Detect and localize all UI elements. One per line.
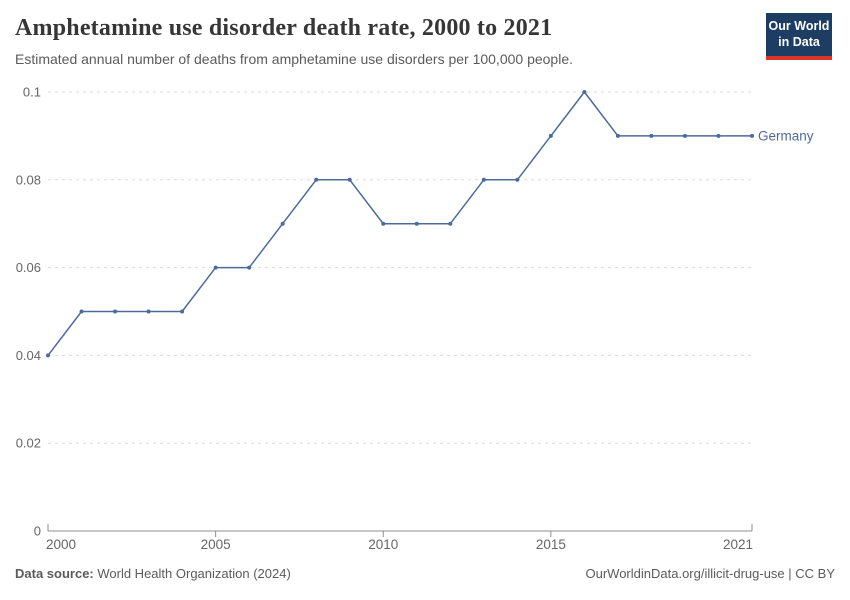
x-axis-tick-label: 2010 [368,537,398,552]
x-axis-tick-label: 2015 [536,537,566,552]
data-point-germany-2009[interactable] [347,177,352,182]
data-point-germany-2013[interactable] [481,177,486,182]
chart-header: Amphetamine use disorder death rate, 200… [15,13,835,68]
data-source-label: Data source: [15,566,94,581]
data-point-germany-2016[interactable] [582,90,587,94]
x-axis-tick-label: 2005 [201,537,231,552]
y-axis-tick-label: 0.04 [16,348,41,363]
data-point-germany-2007[interactable] [280,221,285,226]
y-axis-tick-label: 0 [34,524,41,539]
data-point-germany-2021[interactable] [750,133,754,138]
data-point-germany-2002[interactable] [113,309,118,314]
data-point-germany-2020[interactable] [716,133,721,138]
data-point-germany-2015[interactable] [548,133,553,138]
data-point-germany-2008[interactable] [314,177,319,182]
data-point-germany-2003[interactable] [146,309,151,314]
owid-logo[interactable]: Our World in Data [766,13,832,60]
data-point-germany-2014[interactable] [515,177,520,182]
data-point-germany-2010[interactable] [381,221,386,226]
data-point-germany-2017[interactable] [615,133,620,138]
data-point-germany-2006[interactable] [247,265,252,270]
owid-logo-line2: in Data [778,35,820,50]
owid-logo-line1: Our World [768,19,830,33]
credit-link[interactable]: OurWorldinData.org/illicit-drug-use | CC… [585,566,836,581]
data-point-germany-2004[interactable] [180,309,185,314]
y-axis-tick-label: 0.1 [23,85,41,100]
line-series-germany[interactable] [47,91,752,356]
chart-footer: Data source: World Health Organization (… [15,566,835,581]
series-label-germany[interactable]: Germany [758,128,814,143]
y-axis-tick-label: 0.08 [16,172,41,187]
data-point-germany-2019[interactable] [682,133,687,138]
data-point-germany-2012[interactable] [448,221,453,226]
data-point-germany-2018[interactable] [649,133,654,138]
data-point-germany-2001[interactable] [79,309,84,314]
data-point-germany-2005[interactable] [213,265,218,270]
data-source-note: Data source: World Health Organization (… [15,566,291,581]
data-source-value: World Health Organization (2024) [93,566,291,581]
data-point-germany-2000[interactable] [46,353,50,358]
data-point-germany-2011[interactable] [414,221,419,226]
y-axis-tick-label: 0.02 [16,436,41,451]
chart-subtitle: Estimated annual number of deaths from a… [15,50,574,67]
x-axis-tick-label: 2000 [46,537,76,552]
x-axis-tick-label: 2021 [723,537,753,552]
chart-title: Amphetamine use disorder death rate, 200… [15,15,553,41]
y-axis-tick-label: 0.06 [16,260,41,275]
